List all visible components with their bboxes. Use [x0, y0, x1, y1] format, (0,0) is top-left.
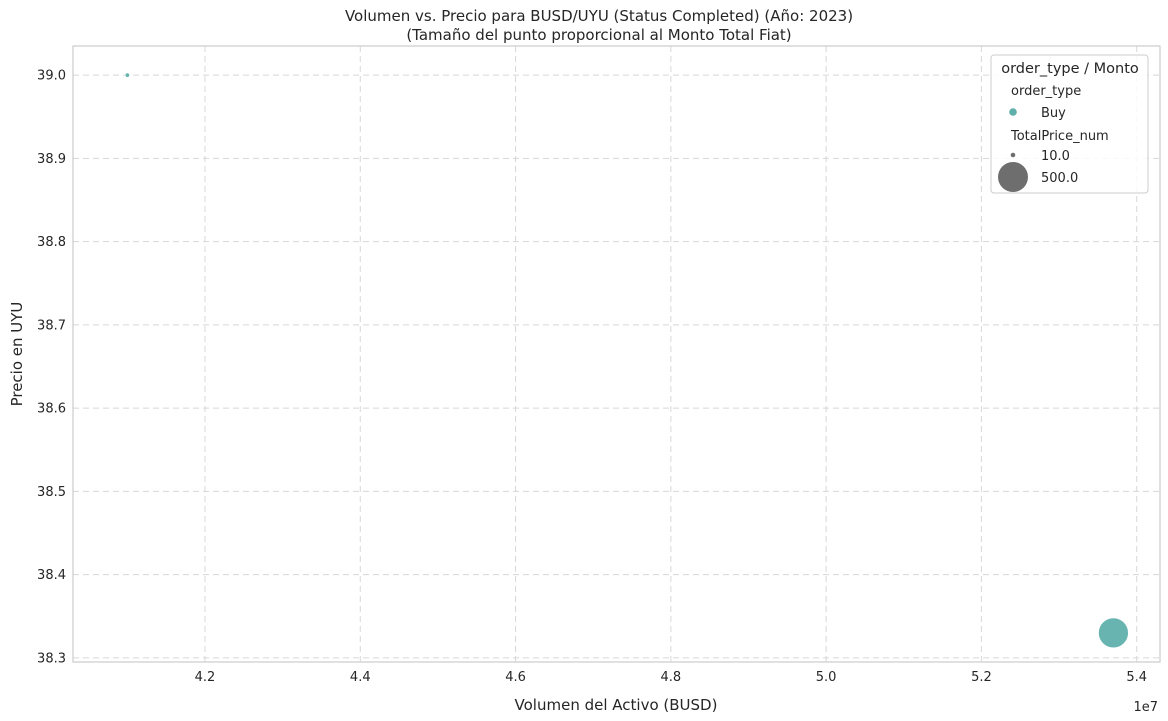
y-tick-label: 38.9: [37, 152, 66, 167]
data-points: [124, 72, 1129, 649]
x-tick-label: 4.6: [505, 670, 526, 685]
x-tick-label: 5.2: [971, 670, 992, 685]
legend-box: [990, 54, 1149, 194]
scatter-point: [1098, 617, 1129, 649]
x-axis-ticks: 4.2 4.4 4.6 4.8 5.0 5.2 5.4: [195, 670, 1147, 685]
legend-hue-heading: order_type: [1011, 84, 1081, 99]
legend-title: order_type / Monto: [1001, 61, 1139, 77]
y-tick-label: 38.3: [37, 651, 66, 666]
y-tick-label: 38.6: [37, 402, 66, 417]
x-tick-label: 4.2: [195, 670, 216, 685]
y-tick-label: 38.8: [37, 235, 66, 250]
plot-area-frame: [72, 45, 1161, 663]
x-axis-label: Volumen del Activo (BUSD): [515, 696, 718, 714]
y-axis-label: Precio en UYU: [8, 302, 26, 407]
chart-subtitle: (Tamaño del punto proporcional al Monto …: [406, 26, 791, 44]
legend-marker-size-large: [998, 162, 1028, 192]
x-tick-label: 5.0: [816, 670, 837, 685]
grid: [73, 46, 1160, 662]
y-tick-label: 39.0: [37, 69, 66, 84]
y-tick-label: 38.4: [37, 568, 66, 583]
legend-marker-size-small: [1010, 152, 1016, 158]
y-tick-label: 38.5: [37, 485, 66, 500]
x-tick-label: 5.4: [1126, 670, 1147, 685]
x-tick-label: 4.8: [661, 670, 682, 685]
legend: order_type / Monto order_type Buy TotalP…: [990, 54, 1149, 194]
legend-marker-buy: [1009, 108, 1017, 116]
legend-size-heading: TotalPrice_num: [1010, 129, 1109, 144]
legend-label-size-large: 500.0: [1041, 171, 1078, 186]
x-axis-offset-text: 1e7: [1133, 700, 1158, 715]
legend-label-buy: Buy: [1041, 106, 1066, 121]
y-axis-ticks: 38.3 38.4 38.5 38.6 38.7 38.8 38.9 39.0: [37, 69, 66, 667]
x-tick-label: 4.4: [350, 670, 371, 685]
chart-title: Volumen vs. Precio para BUSD/UYU (Status…: [345, 7, 853, 25]
legend-label-size-small: 10.0: [1041, 149, 1070, 164]
scatter-point: [124, 72, 131, 78]
y-tick-label: 38.7: [37, 318, 66, 333]
